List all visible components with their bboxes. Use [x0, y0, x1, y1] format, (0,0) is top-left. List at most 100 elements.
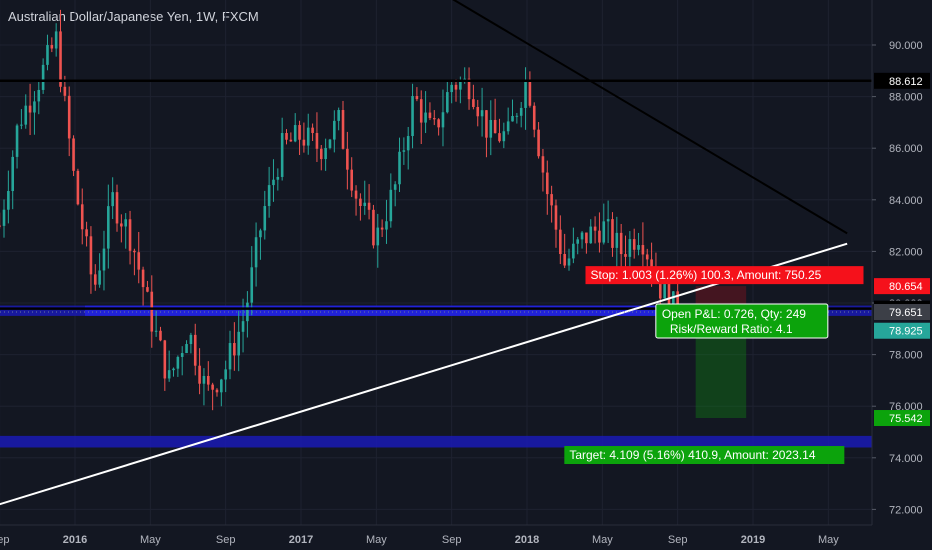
candle-body — [206, 375, 210, 385]
candle-body — [363, 202, 367, 206]
candle-body — [233, 343, 236, 356]
y-tick-label: 88.000 — [889, 92, 923, 104]
candle-body — [237, 331, 241, 356]
candle-body — [224, 369, 227, 380]
price-tag — [874, 304, 930, 321]
candle-body — [20, 124, 23, 126]
candle-body — [289, 139, 293, 142]
price-tag-text: 78.925 — [889, 326, 923, 338]
candle-body — [559, 229, 562, 255]
candle-body — [641, 245, 645, 255]
candle-body — [228, 343, 232, 370]
candle-body — [333, 120, 336, 140]
candle-body — [632, 239, 636, 250]
candle-body — [350, 169, 354, 191]
candle-body — [611, 219, 614, 248]
candle-body — [637, 245, 640, 250]
candle-body — [563, 254, 566, 266]
candle-body — [528, 79, 532, 106]
candle-body — [185, 344, 188, 354]
support-zone — [0, 435, 872, 448]
candle-body — [76, 170, 80, 205]
candle-body — [372, 209, 375, 246]
target-label: Target: 4.109 (5.16%) 410.9, Amount: 202… — [569, 448, 815, 462]
candle-body — [0, 225, 1, 227]
candle-body — [663, 282, 666, 299]
candle-body — [619, 232, 623, 255]
x-tick-label: Sep — [216, 534, 236, 546]
candle-body — [476, 107, 480, 117]
candle-body — [37, 89, 41, 102]
candle-body — [572, 243, 575, 259]
candle-body — [589, 226, 593, 244]
support-zones — [0, 305, 872, 448]
candle-body — [102, 248, 106, 271]
candle-body — [411, 96, 414, 137]
candle-body — [511, 115, 514, 122]
price-tag — [874, 410, 930, 427]
x-axis-panel — [0, 525, 932, 550]
candle-body — [489, 119, 493, 138]
candle-body — [167, 370, 171, 379]
chart-title: Australian Dollar/Japanese Yen, 1W, FXCM — [8, 9, 259, 24]
x-tick-label: May — [592, 534, 613, 546]
candle-body — [306, 127, 310, 146]
candle-body — [554, 205, 558, 230]
candle-body — [176, 356, 180, 369]
candle-body — [385, 221, 388, 230]
candle-body — [250, 267, 254, 303]
x-tick-label: Sep — [442, 534, 462, 546]
candle-body — [72, 138, 75, 171]
candle-body — [541, 156, 545, 173]
candle-body — [15, 125, 19, 157]
candle-body — [593, 226, 597, 231]
candle-body — [380, 227, 384, 230]
candle-body — [63, 86, 67, 96]
candle-body — [146, 287, 149, 292]
candle-body — [398, 151, 401, 185]
candle-body — [324, 147, 327, 160]
candle-body — [285, 133, 288, 140]
candle-body — [298, 125, 301, 140]
candle-body — [98, 270, 101, 285]
candle-body — [498, 133, 501, 142]
candle-body — [472, 99, 475, 108]
x-tick-label: May — [366, 534, 387, 546]
candle-body — [302, 139, 306, 146]
candle-body — [120, 223, 123, 227]
y-axis-panel — [872, 0, 932, 550]
candle-body — [33, 101, 36, 113]
x-tick-label: Sep — [668, 534, 688, 546]
candle-body — [246, 302, 249, 322]
pnl-label-box — [655, 303, 829, 339]
candle-body — [315, 133, 319, 149]
candle-body — [519, 107, 523, 116]
candle-body — [80, 204, 84, 230]
candle-body — [480, 110, 484, 117]
candle-body — [459, 81, 462, 90]
candles — [0, 9, 679, 411]
candle-body — [50, 45, 54, 49]
candle-body — [267, 185, 271, 207]
x-tick-label: May — [818, 534, 839, 546]
candle-body — [89, 236, 93, 275]
candle-body — [485, 110, 488, 138]
candle-body — [359, 198, 362, 206]
candle-body — [263, 206, 267, 231]
candle-body — [133, 250, 136, 253]
candle-body — [7, 191, 10, 210]
price-tag — [874, 322, 930, 339]
candle-body — [602, 221, 606, 243]
candle-body — [189, 334, 193, 345]
candle-body — [276, 176, 280, 180]
candle-body — [159, 330, 162, 341]
candle-body — [220, 379, 223, 393]
candle-body — [415, 96, 419, 100]
y-tick-label: 82.000 — [889, 246, 923, 258]
candle-body — [437, 119, 440, 128]
candle-body — [41, 64, 45, 90]
price-tag — [874, 278, 930, 295]
candle-body — [446, 92, 449, 113]
candle-body — [272, 179, 275, 186]
